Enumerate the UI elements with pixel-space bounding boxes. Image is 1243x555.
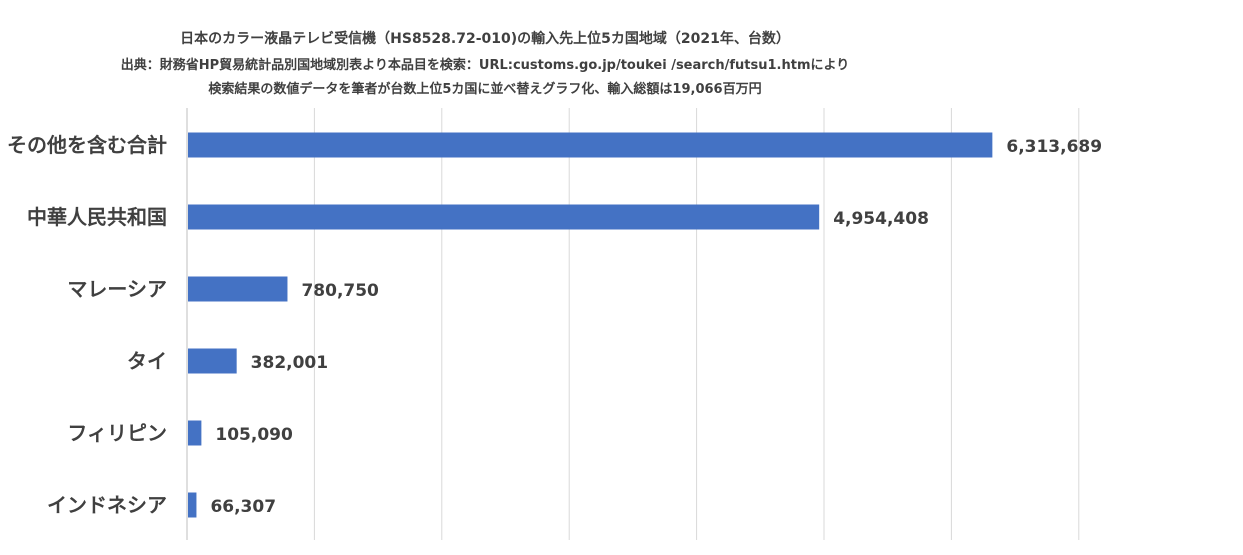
chart-subtitle: 出典：財務省HP貿易統計品別国地域別表より本品目を検索：URL:customs.… [120, 58, 850, 73]
value-label: 105,090 [215, 425, 293, 445]
category-label: タイ [127, 349, 167, 373]
category-label: 中華人民共和国 [27, 205, 167, 229]
bar [188, 420, 202, 446]
category-label: マレーシア [67, 277, 167, 301]
value-label: 4,954,408 [833, 209, 929, 229]
category-label: インドネシア [47, 493, 167, 517]
bar [188, 276, 288, 302]
bar [188, 132, 993, 158]
bar [188, 348, 237, 374]
value-label: 382,001 [251, 353, 328, 373]
chart-note: 検索結果の数値データを筆者が台数上位5カ国に並べ替えグラフ化、輸入総額は19,0… [208, 82, 762, 97]
category-label: フィリピン [67, 421, 167, 445]
value-label: 66,307 [210, 497, 276, 517]
bar [188, 492, 197, 518]
value-label: 780,750 [301, 281, 379, 301]
category-label: その他を含む合計 [7, 133, 167, 157]
chart-title: 日本のカラー液晶テレビ受信機（HS8528.72-010)の輸入先上位5カ国地域… [180, 31, 790, 47]
value-label: 6,313,689 [1006, 137, 1102, 157]
bar [188, 204, 820, 230]
